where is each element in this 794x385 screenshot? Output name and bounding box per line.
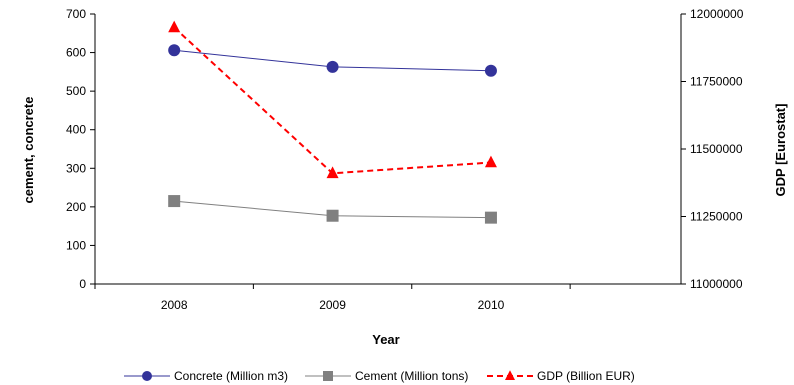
data-point: [484, 211, 497, 224]
left-y-tick-label: 200: [66, 200, 86, 214]
left-y-tick-label: 300: [66, 161, 86, 175]
right-y-axis-title: GDP [Eurostat]: [773, 104, 788, 197]
right-y-tick-label: 11000000: [690, 277, 743, 291]
left-y-tick-label: 400: [66, 123, 86, 137]
legend-marker: [505, 370, 515, 380]
series-2: [168, 195, 497, 224]
x-tick-label: 2010: [478, 298, 505, 312]
legend-label: Concrete (Million m3): [174, 369, 288, 383]
x-tick-label: 2008: [161, 298, 188, 312]
left-y-tick-label: 100: [66, 238, 86, 252]
left-y-tick-label: 600: [66, 46, 86, 60]
x-tick-label: 2009: [319, 298, 346, 312]
legend-marker: [142, 371, 152, 381]
right-y-tick-label: 11500000: [690, 142, 743, 156]
data-point: [326, 166, 339, 179]
legend-label: Cement (Million tons): [355, 369, 468, 383]
data-point: [326, 209, 339, 222]
data-point: [484, 64, 497, 77]
right-y-tick-label: 12000000: [690, 7, 744, 21]
legend-label: GDP (Billion EUR): [537, 369, 635, 383]
left-y-tick-label: 0: [79, 277, 86, 291]
data-point: [326, 60, 339, 73]
series-3: [168, 20, 497, 179]
right-y-tick-label: 11250000: [690, 210, 743, 224]
series-1: [168, 44, 497, 77]
legend: Concrete (Million m3) Cement (Million ton…: [124, 369, 635, 383]
data-point: [168, 20, 181, 33]
legend-marker: [323, 371, 333, 381]
data-point: [168, 195, 181, 208]
left-y-axis-title: cement, concrete: [21, 97, 36, 204]
data-point: [168, 44, 181, 57]
left-y-tick-label: 500: [66, 84, 86, 98]
left-y-tick-label: 700: [66, 7, 86, 21]
x-axis-title: Year: [372, 332, 399, 347]
right-y-tick-label: 11750000: [690, 75, 743, 89]
data-point: [484, 155, 497, 168]
series-line: [173, 26, 492, 175]
